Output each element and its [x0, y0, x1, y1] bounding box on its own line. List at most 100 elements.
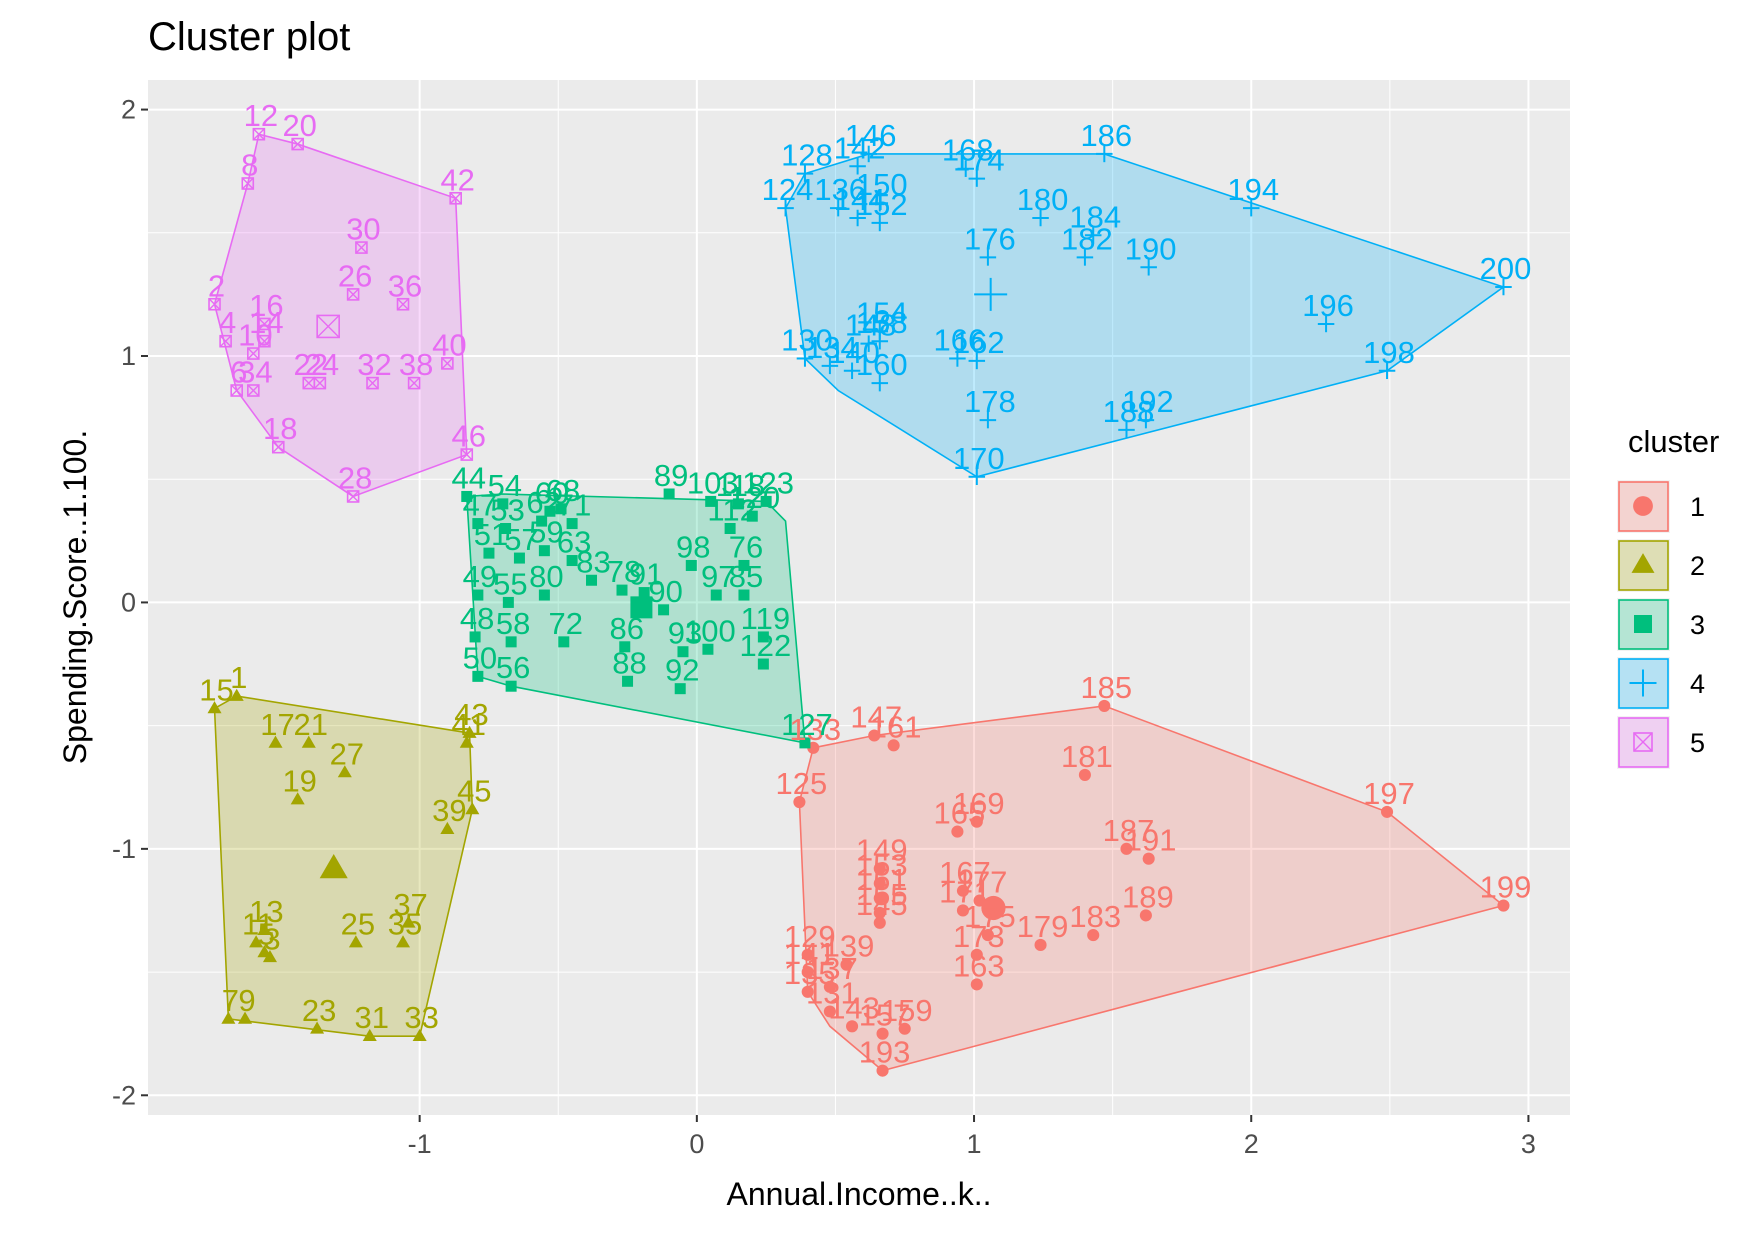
y-tick-label: -2 [112, 1080, 136, 1110]
point-label: 42 [440, 162, 474, 197]
point-label: 20 [282, 108, 316, 143]
point-label: 174 [953, 143, 1005, 178]
legend-label-5: 5 [1690, 728, 1705, 758]
point-label: 12 [244, 98, 278, 133]
legend-key-3 [1617, 598, 1670, 651]
legend-label-3: 3 [1690, 610, 1705, 640]
point-label: 4 [219, 305, 236, 340]
legend-label-4: 4 [1690, 669, 1705, 699]
point-label: 7 [222, 983, 239, 1018]
y-tick-label: -1 [112, 834, 136, 864]
point-label: 39 [432, 793, 466, 828]
point-label: 128 [781, 138, 833, 173]
y-tick-label: 1 [121, 341, 136, 371]
point-label: 58 [496, 606, 530, 641]
point-label: 83 [576, 544, 610, 579]
point-label: 86 [610, 611, 644, 646]
legend-label-2: 2 [1690, 551, 1705, 581]
point-label: 163 [953, 948, 1005, 983]
point-label: 189 [1122, 879, 1174, 914]
point-label: 46 [452, 419, 486, 454]
point-label: 143 [828, 990, 880, 1025]
point-label: 190 [1125, 231, 1177, 266]
point-label: 191 [1125, 823, 1177, 858]
point-label: 124 [762, 172, 814, 207]
point-label: 176 [964, 221, 1016, 256]
point-label: 78 [607, 554, 641, 589]
point-label: 200 [1480, 251, 1532, 286]
x-tick-label: 1 [967, 1129, 982, 1159]
legend-marker-1 [1633, 496, 1653, 516]
point-label: 80 [529, 559, 563, 594]
point-label: 161 [870, 709, 922, 744]
point-label: 180 [1017, 182, 1069, 217]
legend-label-1: 1 [1690, 492, 1705, 522]
chart-title: Cluster plot [148, 15, 350, 59]
point-label: 89 [654, 458, 688, 493]
point-label: 9 [238, 983, 255, 1018]
point-label: 193 [859, 1035, 911, 1070]
point-label: 159 [881, 993, 933, 1028]
legend-marker-3 [1634, 615, 1652, 633]
point-label: 178 [964, 384, 1016, 419]
point-label: 15 [199, 672, 233, 707]
point-label: 144 [834, 182, 886, 217]
point-label: 169 [953, 786, 1005, 821]
point-label: 1 [230, 660, 247, 695]
point-label: 31 [355, 1000, 389, 1035]
x-axis-title: Annual.Income..k.. [726, 1176, 991, 1212]
point-label: 21 [294, 707, 328, 742]
point-label: 18 [263, 411, 297, 446]
point-label: 185 [1080, 670, 1132, 705]
point-label: 196 [1302, 288, 1354, 323]
point-label: 197 [1363, 776, 1415, 811]
point-label: 24 [305, 347, 339, 382]
point-label: 17 [260, 707, 294, 742]
point-label: 90 [648, 574, 682, 609]
point-label: 88 [612, 645, 646, 680]
x-tick-label: -1 [408, 1129, 432, 1159]
x-tick-label: 3 [1521, 1129, 1536, 1159]
point-label: 122 [740, 628, 792, 663]
point-label: 182 [1061, 221, 1113, 256]
point-label: 30 [346, 212, 380, 247]
point-label: 100 [684, 613, 736, 648]
legend-key-5 [1617, 716, 1670, 769]
point-label: 51 [474, 517, 508, 552]
point-label: 19 [282, 764, 316, 799]
point-label: 40 [432, 327, 466, 362]
point-label: 145 [856, 887, 908, 922]
point-label: 23 [302, 993, 336, 1028]
point-label: 72 [549, 606, 583, 641]
point-label: 56 [496, 650, 530, 685]
legend-key-1 [1617, 480, 1670, 533]
point-label: 26 [338, 258, 372, 293]
point-label: 198 [1363, 335, 1415, 370]
point-label: 127 [781, 707, 833, 742]
y-tick-label: 2 [121, 95, 136, 125]
point-label: 55 [493, 566, 527, 601]
y-tick-label: 0 [121, 587, 136, 617]
point-label: 48 [460, 601, 494, 636]
point-label: 38 [399, 347, 433, 382]
point-label: 8 [241, 148, 258, 183]
point-label: 179 [1017, 909, 1069, 944]
point-label: 194 [1227, 172, 1279, 207]
point-label: 25 [341, 907, 375, 942]
point-label: 3 [263, 921, 280, 956]
point-label: 28 [338, 460, 372, 495]
point-label: 112 [707, 493, 756, 528]
point-label: 34 [238, 355, 272, 390]
point-label: 199 [1480, 870, 1532, 905]
point-label: 49 [463, 559, 497, 594]
point-label: 142 [834, 130, 886, 165]
x-tick-label: 2 [1244, 1129, 1259, 1159]
point-label: 27 [330, 736, 364, 771]
point-label: 33 [404, 1000, 438, 1035]
point-label: 10 [238, 318, 272, 353]
point-label: 162 [953, 325, 1005, 360]
point-label: 36 [388, 268, 422, 303]
point-label: 35 [388, 907, 422, 942]
point-label: 85 [729, 559, 763, 594]
